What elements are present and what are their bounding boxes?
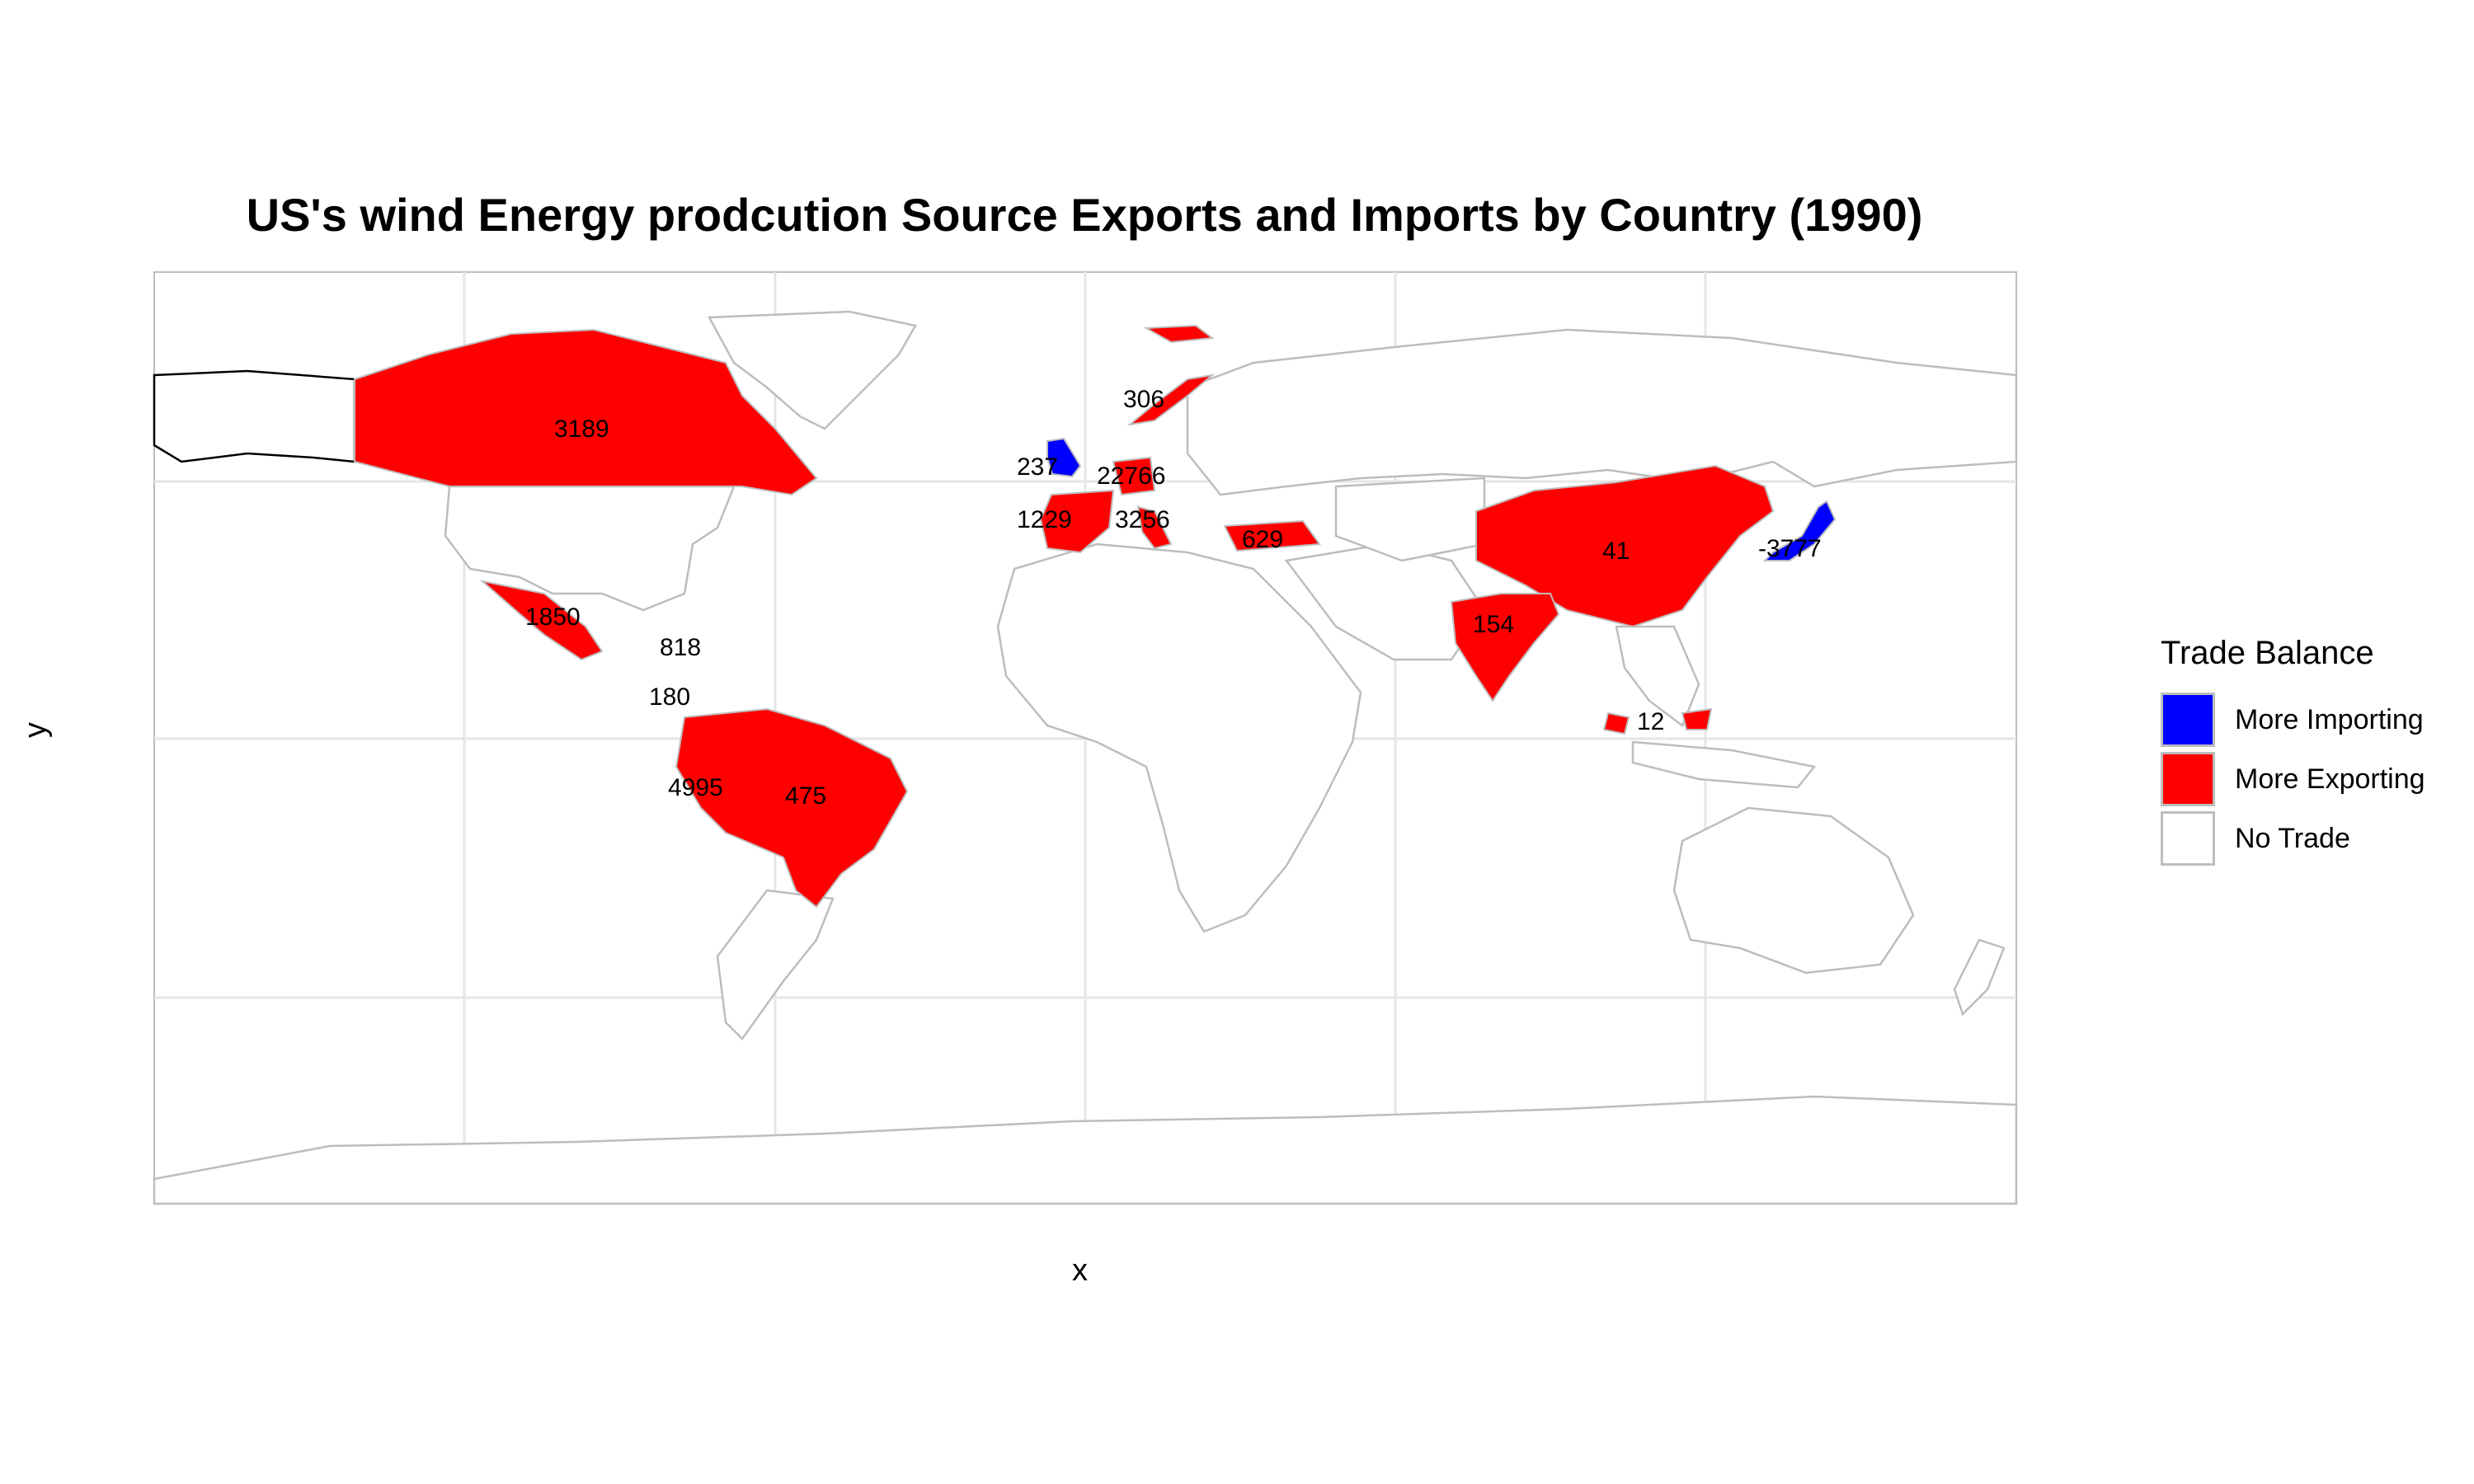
greenland-shape [707, 310, 917, 430]
value-labels: 3189 306 237 22766 1229 3256 629 41 -377… [525, 386, 1822, 810]
value-label-brazil: 475 [785, 782, 826, 810]
legend-swatch-importing [2161, 693, 2215, 747]
antarctica-shape [153, 1095, 2018, 1205]
value-label-mexico: 1850 [525, 603, 581, 631]
value-label-turkey: 629 [1242, 526, 1283, 553]
south-america-south-shape [716, 889, 835, 1040]
legend-item-no-trade: No Trade [2161, 809, 2425, 868]
y-axis-label: y [18, 722, 53, 738]
value-label-spain: 1229 [1017, 506, 1072, 533]
malaysia-shape [1602, 707, 1713, 735]
value-label-india: 154 [1473, 611, 1514, 638]
value-label-italy: 3256 [1115, 506, 1170, 533]
legend-label-importing: More Importing [2235, 703, 2424, 735]
value-label-japan: -3777 [1758, 535, 1822, 562]
canada-shape [354, 328, 818, 496]
new-zealand-shape [1953, 938, 2006, 1017]
legend-item-importing: More Importing [2161, 690, 2425, 749]
value-label-germany: 22766 [1097, 463, 1165, 490]
value-label-colombia: 180 [649, 683, 690, 711]
southeast-asia-shape [1615, 625, 1700, 727]
central-asia-shape [1334, 477, 1486, 562]
australia-shape [1672, 806, 1915, 974]
legend-item-exporting: More Exporting [2161, 749, 2425, 809]
italy-shape [1136, 505, 1173, 550]
norway-shape [1126, 373, 1216, 426]
value-label-canada: 3189 [554, 416, 609, 443]
brazil-peru-shape [675, 707, 909, 909]
value-label-china: 41 [1602, 538, 1630, 565]
exporting-countries [354, 324, 1775, 909]
africa-shape [996, 542, 1362, 933]
usa-shape [444, 485, 736, 612]
legend: Trade Balance More Importing More Export… [2161, 635, 2425, 868]
france-spain-shape [1039, 489, 1115, 554]
legend-label-no-trade: No Trade [2235, 822, 2350, 854]
russia-shape [1186, 328, 2018, 496]
mexico-shape [479, 580, 604, 661]
united-kingdom-shape [1047, 437, 1082, 478]
japan-shape [1762, 500, 1837, 561]
importing-countries [1047, 437, 1837, 561]
value-label-united-kingdom: 237 [1017, 453, 1058, 481]
alaska-shape [153, 369, 356, 463]
legend-swatch-exporting [2161, 752, 2215, 806]
legend-label-exporting: More Exporting [2235, 763, 2425, 795]
value-label-caribbean: 818 [660, 634, 701, 661]
legend-title: Trade Balance [2161, 635, 2374, 671]
no-trade-countries [153, 310, 2018, 1205]
value-label-malaysia: 12 [1637, 708, 1664, 735]
turkey-shape [1223, 519, 1321, 552]
indonesia-shape [1631, 740, 1817, 789]
germany-shape [1112, 456, 1156, 496]
map-title: US's wind Energy prodcution Source Expor… [246, 189, 1923, 241]
x-axis-label: x [1072, 1253, 1088, 1288]
svalbard-shape [1143, 324, 1215, 344]
china-shape [1475, 464, 1775, 628]
value-label-norway: 306 [1123, 386, 1164, 413]
india-shape [1450, 593, 1560, 702]
legend-swatch-no-trade [2161, 811, 2215, 866]
value-label-peru: 4995 [668, 774, 723, 801]
